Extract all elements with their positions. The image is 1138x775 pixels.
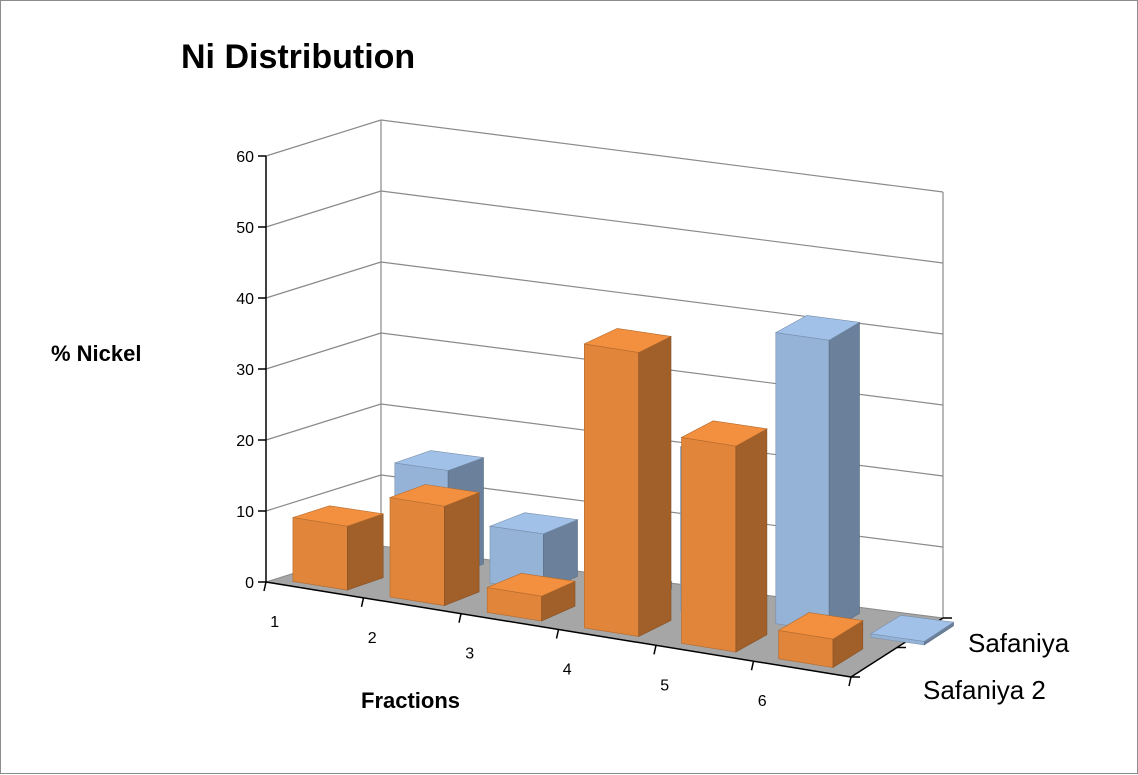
- bar-top-face: [394, 450, 484, 471]
- y-tick-label: 30: [236, 362, 254, 379]
- x-tick-mark: [458, 613, 462, 623]
- bar-top-face: [583, 328, 672, 353]
- side-wall-gridline: [265, 474, 382, 512]
- chart-axes: 0 10 20 30 40 50 60 1 2 3 4 5 6: [236, 149, 952, 710]
- x-tick-mark: [848, 676, 852, 687]
- side-wall-gridline: [265, 403, 382, 441]
- bar-front-face: [775, 332, 830, 632]
- x-tick-mark: [263, 581, 267, 592]
- bar-top-face: [388, 484, 481, 507]
- side-wall-gridline: [265, 261, 382, 299]
- x-axis-title: Fractions: [361, 688, 460, 713]
- bar-top-face: [680, 420, 768, 447]
- y-tick-label: 0: [245, 575, 254, 592]
- bar-top-face: [292, 505, 384, 527]
- x-tick-label: 4: [563, 661, 572, 678]
- y-tick-label: 40: [236, 291, 254, 308]
- bar-front-face: [292, 517, 348, 591]
- side-wall-gridline: [265, 190, 382, 228]
- bar-top-face: [486, 572, 577, 597]
- x-tick-label: 2: [368, 630, 377, 647]
- x-tick-mark: [750, 661, 755, 671]
- bar: [680, 420, 768, 653]
- bar: [292, 505, 384, 591]
- y-axis-title: % Nickel: [51, 341, 142, 366]
- x-tick-label: 6: [758, 693, 767, 710]
- y-tick-label: 60: [236, 149, 254, 166]
- y-tick-label: 50: [236, 220, 254, 237]
- bar: [774, 315, 861, 632]
- bar-front-face: [681, 437, 737, 653]
- bar-side-face: [444, 492, 480, 607]
- bar: [777, 612, 864, 669]
- bar-side-face: [735, 428, 768, 653]
- bar-front-face: [389, 497, 445, 606]
- bar-top-face: [870, 614, 955, 642]
- side-wall-gridline: [265, 119, 382, 157]
- bar-side-face: [828, 321, 860, 632]
- bar: [583, 328, 672, 637]
- x-tick-mark: [653, 645, 657, 655]
- side-wall-gridline: [265, 332, 382, 370]
- x-tick-label: 1: [270, 614, 279, 631]
- chart-bars: [292, 315, 955, 669]
- back-wall-gridline: [380, 190, 944, 264]
- bar: [870, 614, 955, 646]
- x-tick-mark: [555, 629, 560, 639]
- series-label-front: Safaniya 2: [923, 675, 1046, 705]
- series-label-back: Safaniya: [968, 628, 1070, 658]
- bar-top-face: [777, 612, 864, 640]
- bar-top-face: [774, 315, 861, 341]
- x-tick-label: 5: [660, 677, 669, 694]
- bar-side-face: [346, 513, 384, 591]
- y-tick-label: 20: [236, 433, 254, 450]
- bar: [388, 484, 481, 607]
- bar-side-face: [638, 335, 672, 637]
- back-wall-gridline: [380, 119, 944, 193]
- x-tick-label: 3: [465, 646, 474, 663]
- chart-title: Ni Distribution: [181, 38, 415, 76]
- y-tick-label: 10: [236, 504, 254, 521]
- bar: [486, 572, 577, 622]
- bar: [488, 512, 579, 592]
- bar-front-face: [583, 343, 640, 637]
- bar-top-face: [488, 512, 579, 535]
- x-tick-mark: [360, 597, 365, 607]
